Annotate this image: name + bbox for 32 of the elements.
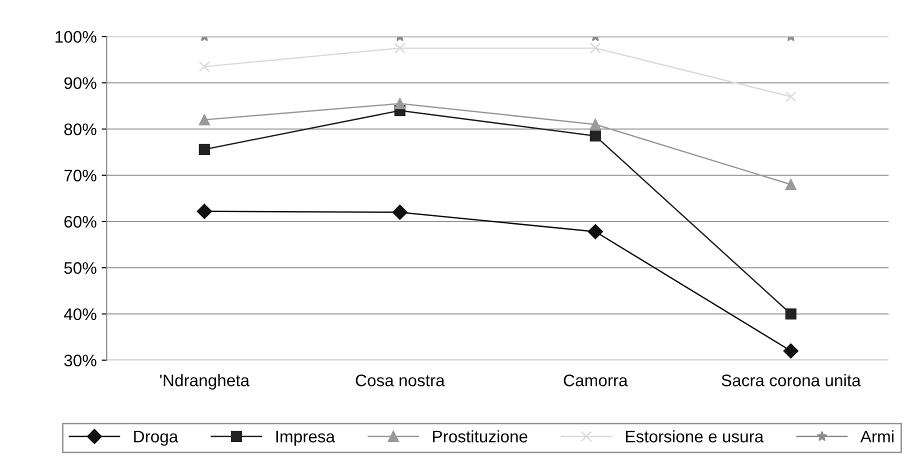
- x-tick-label: Camorra: [564, 374, 628, 386]
- point: [785, 308, 796, 320]
- y-tick-label: 70%: [64, 170, 96, 182]
- point: [590, 42, 601, 54]
- legend-label: Prostituzione: [433, 430, 528, 442]
- point: [588, 224, 603, 240]
- y-tick-label: 60%: [64, 216, 96, 228]
- point: [198, 61, 210, 72]
- point: [392, 204, 408, 220]
- point: [783, 343, 798, 359]
- legend-label: Impresa: [276, 430, 336, 446]
- legend-label: Armi: [860, 430, 894, 442]
- x-tick-label: Cosa nostra: [356, 374, 445, 386]
- point: [590, 118, 601, 130]
- legend-label: Estorsione e usura: [626, 430, 764, 442]
- legend-label: Droga: [134, 430, 178, 446]
- point: [198, 114, 210, 126]
- point: [198, 144, 210, 155]
- y-tick-label: 50%: [64, 262, 96, 274]
- point: [394, 42, 406, 54]
- point: [590, 130, 601, 142]
- y-tick-label: 80%: [64, 123, 96, 136]
- point: [785, 178, 796, 190]
- y-tick-label: 30%: [64, 354, 96, 366]
- point: [394, 98, 406, 110]
- point: [785, 91, 796, 102]
- y-tick-label: 100%: [56, 30, 96, 43]
- y-tick-label: 40%: [64, 308, 96, 320]
- y-tick-label: 90%: [64, 77, 96, 90]
- point: [196, 204, 212, 219]
- x-tick-label: 'Ndrangheta: [160, 374, 250, 390]
- x-tick-label: Sacra corona unita: [722, 374, 861, 386]
